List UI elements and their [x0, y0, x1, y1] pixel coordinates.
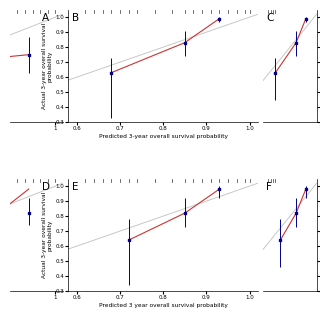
Text: B: B	[72, 13, 79, 23]
Text: F: F	[266, 182, 272, 192]
X-axis label: Predicted 3 year overall survival probability: Predicted 3 year overall survival probab…	[99, 303, 228, 308]
Y-axis label: Actual 3-year overall survival
probability: Actual 3-year overall survival probabili…	[42, 192, 52, 278]
X-axis label: Predicted 3-year overall survival probability: Predicted 3-year overall survival probab…	[99, 134, 228, 139]
Text: C: C	[266, 13, 273, 23]
Text: A: A	[42, 13, 49, 23]
Y-axis label: Actual 3-year overall survival
probability: Actual 3-year overall survival probabili…	[42, 23, 52, 109]
Text: D: D	[42, 182, 50, 192]
Text: E: E	[72, 182, 78, 192]
